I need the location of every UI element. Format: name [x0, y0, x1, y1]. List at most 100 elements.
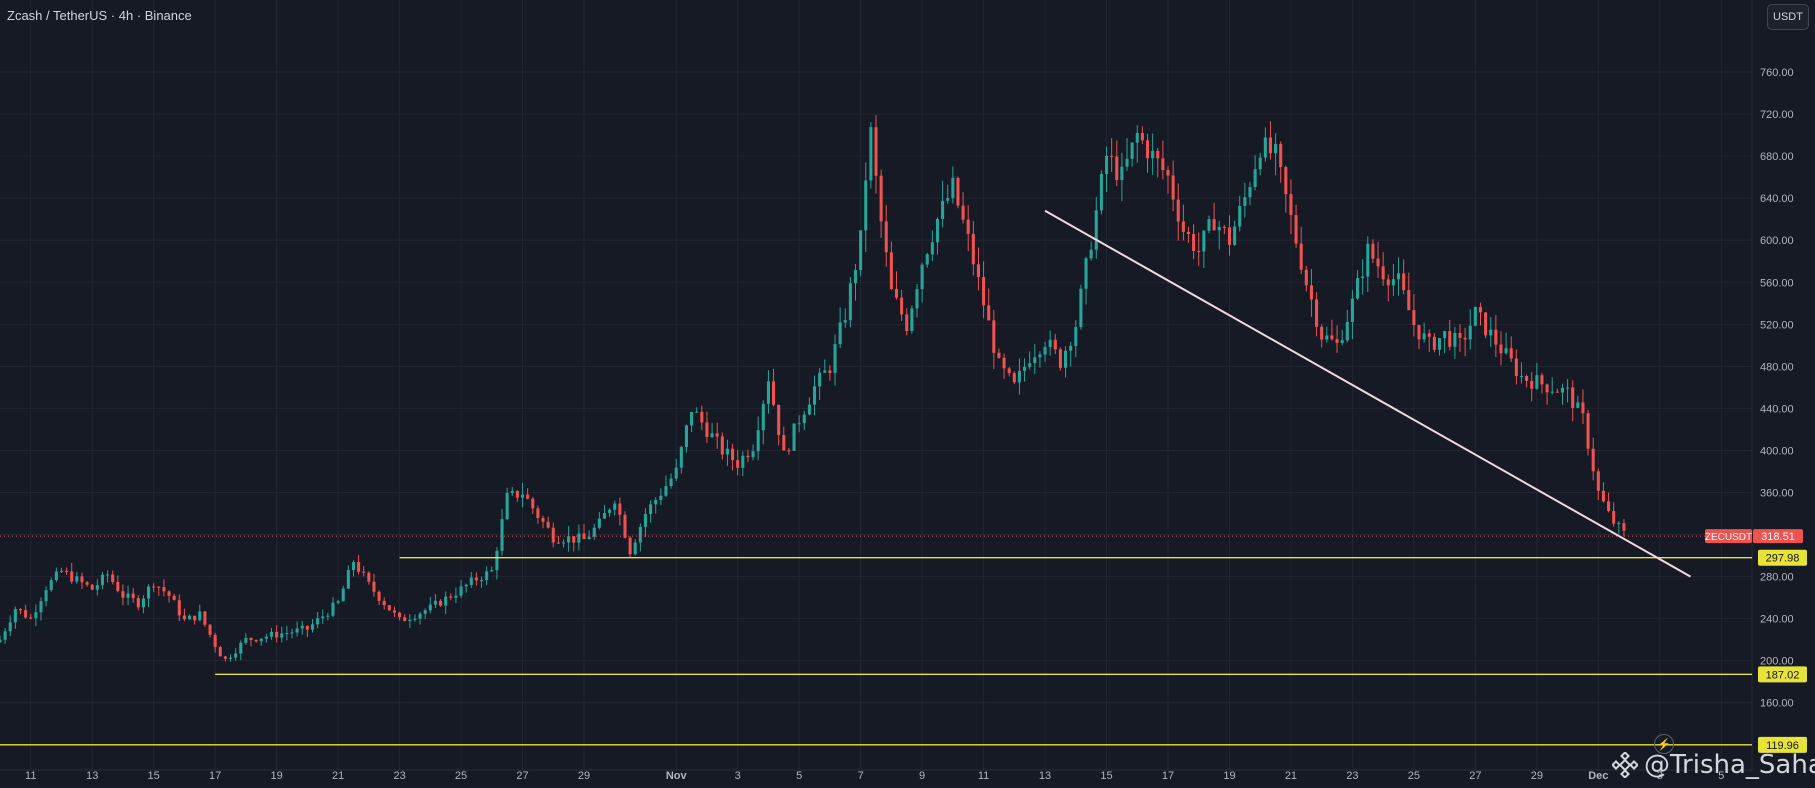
candle-body	[1289, 194, 1293, 216]
candle-body	[889, 252, 893, 290]
candle-body	[971, 233, 975, 265]
candle-body	[485, 571, 489, 581]
candle-body	[249, 637, 253, 640]
candle-body	[1391, 279, 1395, 286]
candle-body	[100, 574, 104, 586]
candle-body	[1499, 344, 1503, 354]
candle-body	[797, 423, 801, 425]
y-tick-label: 760.00	[1760, 67, 1794, 79]
candle-body	[1120, 166, 1124, 181]
candle-body	[423, 610, 427, 614]
candle-body	[300, 625, 304, 629]
candle-body	[70, 571, 74, 582]
x-tick-label: 23	[393, 770, 405, 782]
candle-body	[766, 381, 770, 404]
x-tick-label: 17	[1162, 770, 1174, 782]
candle-body	[556, 542, 560, 544]
trend-line	[1044, 209, 1692, 578]
candle-body	[587, 536, 591, 539]
candle-body	[198, 611, 202, 621]
candle-body	[772, 381, 776, 405]
candle-body	[1519, 376, 1524, 378]
candle-body	[592, 527, 596, 537]
candle-body	[490, 570, 494, 572]
candle-body	[1366, 243, 1370, 277]
candle-body	[1012, 373, 1016, 383]
candle-body	[326, 615, 330, 617]
candle-body	[382, 600, 386, 606]
candle-body	[357, 562, 361, 572]
candle-body	[1176, 199, 1180, 222]
candle-body	[367, 572, 371, 582]
candle-body	[1069, 345, 1073, 351]
candle-body	[1099, 174, 1103, 211]
candle-body	[34, 612, 38, 619]
candle-body	[736, 460, 740, 468]
candle-body	[24, 610, 28, 618]
candle-body	[961, 205, 965, 220]
candle-body	[1048, 339, 1052, 348]
candle-body	[884, 221, 888, 253]
candle-body	[459, 586, 463, 596]
candle-body	[1274, 143, 1278, 154]
candle-body	[782, 435, 786, 451]
candle-body	[633, 542, 637, 555]
candle-body	[1601, 490, 1605, 502]
candle-body	[234, 653, 238, 658]
candle-body	[812, 386, 817, 405]
candle-body	[351, 562, 356, 571]
candle-body	[474, 577, 478, 581]
candle-body	[1596, 471, 1600, 491]
candle-body	[1350, 298, 1354, 322]
candle-body	[561, 542, 566, 544]
candle-body	[638, 526, 642, 543]
level-tag: 119.96	[1766, 740, 1799, 752]
candle-body	[992, 320, 996, 353]
y-tick-label: 400.00	[1760, 445, 1794, 457]
candle-body	[244, 637, 248, 643]
candle-body	[13, 608, 17, 623]
candle-body	[336, 601, 340, 603]
candle-body	[254, 639, 258, 642]
candle-body	[1484, 312, 1488, 336]
level-tag-bg	[1758, 736, 1807, 753]
candle-body	[1463, 337, 1467, 340]
candle-body	[643, 514, 648, 527]
candle-body	[649, 504, 653, 515]
candle-body	[305, 625, 309, 630]
candle-body	[1607, 501, 1611, 511]
candle-body	[1140, 133, 1144, 141]
currency-button[interactable]: USDT	[1767, 4, 1809, 30]
candle-body	[1115, 156, 1119, 181]
candle-body	[141, 598, 145, 608]
candle-body	[838, 322, 842, 345]
candle-body	[182, 615, 186, 620]
candle-body	[1233, 226, 1237, 245]
lightning-icon[interactable]: ⚡	[1654, 734, 1674, 754]
level-tag-bg	[1758, 549, 1807, 566]
candle-body	[1576, 402, 1580, 408]
candle-body	[49, 580, 53, 591]
candle-body	[1402, 273, 1406, 291]
x-tick-label: 17	[209, 770, 221, 782]
candle-body	[1432, 336, 1436, 350]
candle-body	[121, 591, 125, 598]
candle-body	[8, 622, 12, 632]
candle-body	[480, 580, 484, 582]
candle-body	[608, 509, 612, 514]
candle-body	[172, 595, 176, 601]
candle-body	[597, 518, 601, 528]
candle-body	[567, 536, 571, 543]
y-tick-label: 560.00	[1760, 277, 1794, 289]
candle-body	[1478, 306, 1483, 313]
x-tick-label: 15	[148, 770, 160, 782]
candle-body	[1279, 143, 1283, 168]
candle-body	[618, 503, 622, 515]
candle-body	[1294, 215, 1298, 244]
candle-body	[1002, 357, 1006, 369]
candle-body	[1207, 219, 1211, 231]
candle-body	[469, 577, 473, 585]
candle-body	[1084, 258, 1088, 289]
candle-body	[935, 218, 940, 243]
